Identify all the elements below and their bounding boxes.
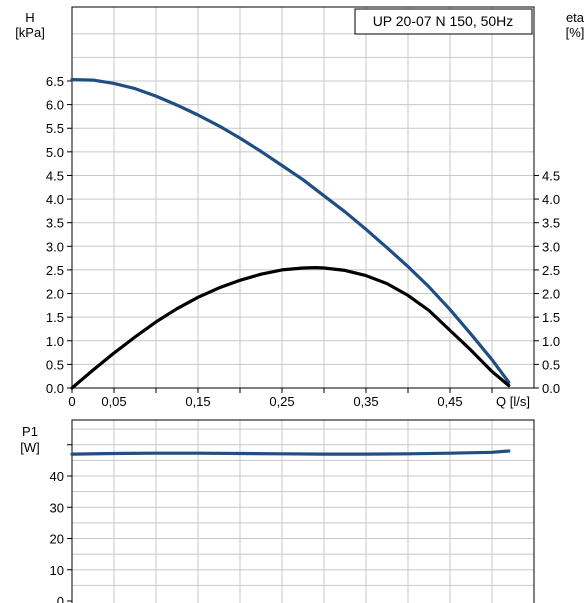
y2-tick-label: 0.0	[542, 381, 560, 396]
p1-tick-label: 0	[57, 594, 64, 603]
x-tick-label: 0,45	[437, 394, 462, 409]
chart-title: UP 20-07 N 150, 50Hz	[373, 13, 514, 29]
top-series	[70, 77, 511, 390]
top-ticks: 0.0 0.5 1.0 1.5 2.0 2.5 3.0 3.5 4.0 4.5 5.0 5.5 6.0 6…	[46, 74, 560, 409]
legend-box: UP 20-07 N 150, 50Hz	[354, 8, 533, 35]
bottom-gridlines	[72, 420, 534, 603]
y-tick-label: 0.5	[46, 357, 64, 372]
x-tick-label: 0,05	[101, 394, 126, 409]
top-plot-frame	[71, 6, 535, 389]
y2-tick-label: 2.0	[542, 287, 560, 302]
y2-tick-label: 4.5	[542, 168, 560, 183]
y-tick-label: 5.5	[46, 121, 64, 136]
x-tick-label: 0,15	[185, 394, 210, 409]
y-tick-label: 5.0	[46, 145, 64, 160]
efficiency-curve	[70, 266, 511, 390]
bottom-plot-frame	[71, 419, 535, 603]
y2-tick-label: 1.0	[542, 334, 560, 349]
p1-tick-label: 10	[50, 563, 64, 578]
y2-tick-label: 1.5	[542, 310, 560, 325]
y-tick-label: 3.5	[46, 216, 64, 231]
y2-tick-label: 3.0	[542, 239, 560, 254]
top-gridlines	[72, 7, 534, 388]
x-tick-label: 0,25	[269, 394, 294, 409]
y-tick-label: 3.0	[46, 239, 64, 254]
y-tick-label: 1.5	[46, 310, 64, 325]
y2-axis-title: eta	[566, 10, 585, 25]
y-tick-label: 6.0	[46, 98, 64, 113]
y2-tick-label: 3.5	[542, 216, 560, 231]
y-tick-label: 6.5	[46, 74, 64, 89]
y-tick-label: 4.0	[46, 192, 64, 207]
y-tick-label: 0.0	[46, 381, 64, 396]
y2-tick-label: 2.5	[542, 263, 560, 278]
y-tick-label: 2.0	[46, 287, 64, 302]
y2-tick-label: 4.0	[542, 192, 560, 207]
head-efficiency-panel: 0.0 0.5 1.0 1.5 2.0 2.5 3.0 3.5 4.0 4.5 5.0 5.5 6.0 6…	[15, 6, 585, 409]
p1-axis-title: P1	[22, 424, 38, 439]
y-axis-title: H	[25, 10, 34, 25]
y2-axis-unit: [%]	[566, 25, 585, 40]
bottom-series	[70, 449, 511, 456]
y-tick-label: 2.5	[46, 263, 64, 278]
p1-tick-label: 30	[50, 500, 64, 515]
p1-tick-label: 20	[50, 532, 64, 547]
legend-frame	[354, 8, 533, 35]
p1-axis-unit: [W]	[20, 440, 40, 455]
y2-tick-label: 0.5	[542, 357, 560, 372]
p1-tick-label: 40	[50, 469, 64, 484]
power-panel: 0 10 20 30 40 P1 [W]	[20, 419, 535, 603]
y-tick-label: 4.5	[46, 168, 64, 183]
x-tick-label: 0	[68, 394, 75, 409]
head-curve	[70, 77, 511, 384]
power-curve	[70, 449, 511, 456]
x-tick-label: 0,35	[353, 394, 378, 409]
x-axis-title: Q [l/s]	[496, 394, 530, 409]
y-tick-label: 1.0	[46, 334, 64, 349]
bottom-ticks: 0 10 20 30 40	[50, 444, 72, 603]
y-axis-unit: [kPa]	[15, 25, 45, 40]
